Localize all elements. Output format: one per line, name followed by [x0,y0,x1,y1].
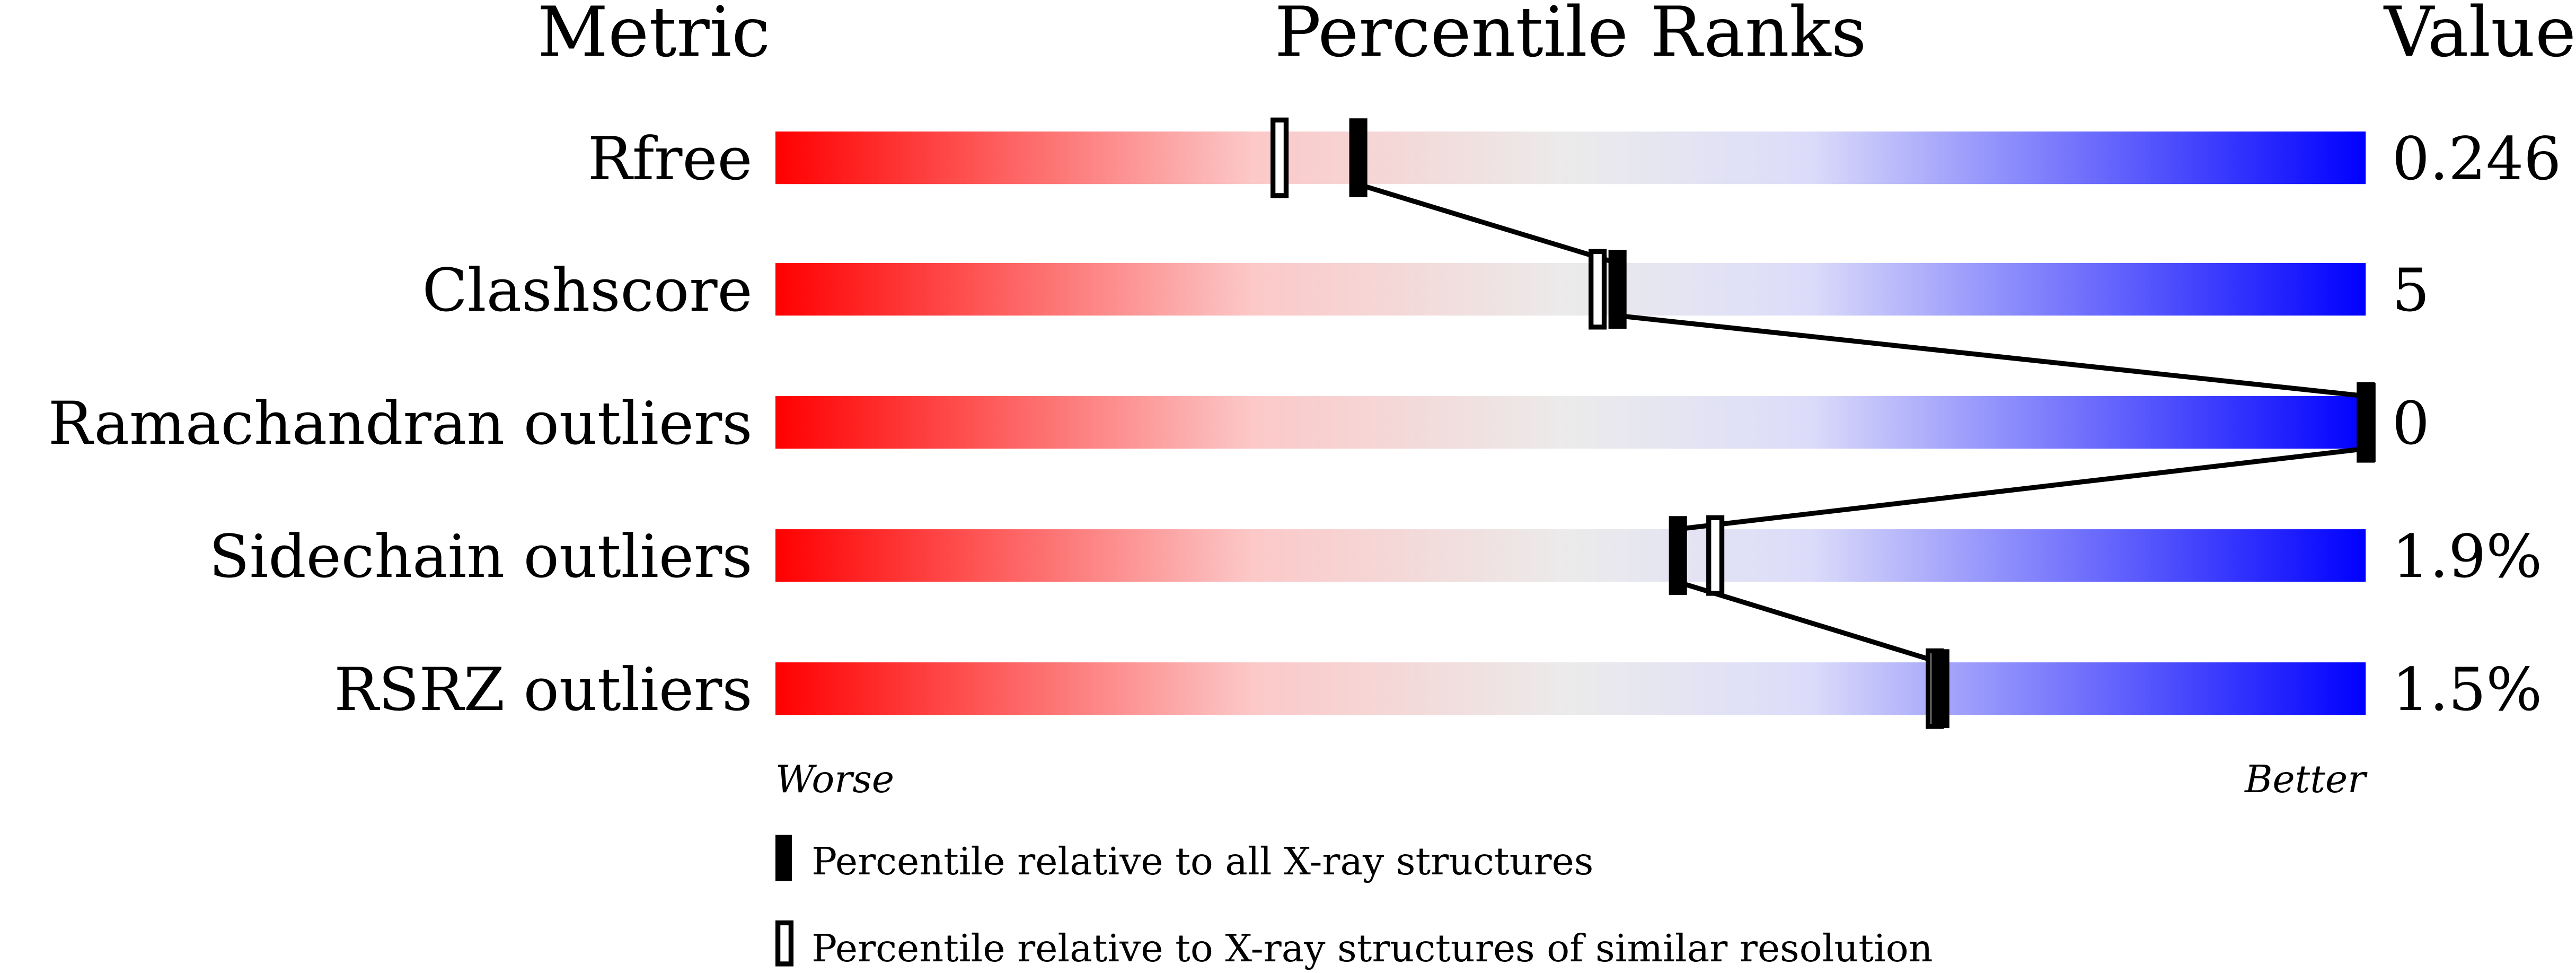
metric-value: 0 [2392,389,2430,458]
legend-filled-marker [775,835,792,881]
metric-label: Rfree [588,125,753,194]
percentile-bar [775,262,2366,316]
percentile-bar [775,662,2366,715]
marker-similar-resolution [1589,249,1607,330]
metric-value: 1.9% [2392,522,2542,591]
marker-all-structures [1931,649,1949,729]
metric-label: Ramachandran outliers [48,389,753,458]
percentile-bar [775,529,2366,582]
metric-value: 1.5% [2392,655,2542,724]
header-metric: Metric [537,0,770,72]
metric-label: RSRZ outliers [334,655,752,724]
metric-label: Sidechain outliers [209,522,752,591]
marker-all-structures [1349,118,1368,197]
marker-all-structures [1608,250,1627,329]
metric-value: 0.246 [2392,125,2561,194]
percentile-bar [775,396,2366,449]
marker-similar-resolution [1706,515,1725,596]
connector-line [1616,313,2366,399]
percentile-bar [775,132,2366,185]
marker-all-structures [1669,516,1687,595]
axis-better-label: Better [2244,757,2368,801]
connector-line [1677,446,2366,532]
legend-filled-label: Percentile relative to all X-ray structu… [811,839,1593,883]
header-percentile-ranks: Percentile Ranks [1275,0,1867,72]
axis-worse-label: Worse [775,757,894,801]
marker-all-structures [2357,383,2376,462]
legend-open-label: Percentile relative to X-ray structures … [811,926,1933,970]
metric-label: Clashscore [422,256,753,325]
connector-line [1356,181,1618,266]
header-value: Value [2383,0,2576,72]
metric-value: 5 [2392,256,2430,325]
legend-open-marker [775,920,794,967]
marker-similar-resolution [1271,117,1289,198]
